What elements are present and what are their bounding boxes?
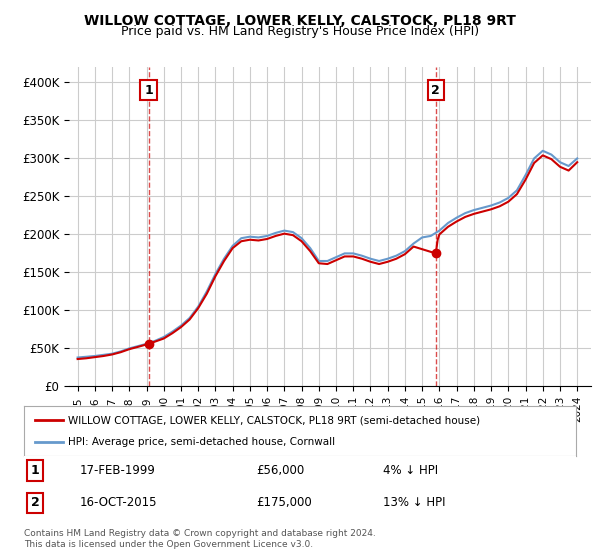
Text: 4% ↓ HPI: 4% ↓ HPI xyxy=(383,464,438,477)
Text: 17-FEB-1999: 17-FEB-1999 xyxy=(79,464,155,477)
Text: Price paid vs. HM Land Registry's House Price Index (HPI): Price paid vs. HM Land Registry's House … xyxy=(121,25,479,38)
Text: 16-OCT-2015: 16-OCT-2015 xyxy=(79,496,157,509)
Text: 1: 1 xyxy=(144,83,153,96)
Text: WILLOW COTTAGE, LOWER KELLY, CALSTOCK, PL18 9RT (semi-detached house): WILLOW COTTAGE, LOWER KELLY, CALSTOCK, P… xyxy=(68,415,480,425)
Text: WILLOW COTTAGE, LOWER KELLY, CALSTOCK, PL18 9RT: WILLOW COTTAGE, LOWER KELLY, CALSTOCK, P… xyxy=(84,14,516,28)
Text: £56,000: £56,000 xyxy=(256,464,304,477)
Text: HPI: Average price, semi-detached house, Cornwall: HPI: Average price, semi-detached house,… xyxy=(68,437,335,447)
Text: 2: 2 xyxy=(31,496,40,509)
Text: £175,000: £175,000 xyxy=(256,496,311,509)
Text: 2: 2 xyxy=(431,83,440,96)
Text: 13% ↓ HPI: 13% ↓ HPI xyxy=(383,496,445,509)
Text: 1: 1 xyxy=(31,464,40,477)
Text: Contains HM Land Registry data © Crown copyright and database right 2024.
This d: Contains HM Land Registry data © Crown c… xyxy=(24,529,376,549)
